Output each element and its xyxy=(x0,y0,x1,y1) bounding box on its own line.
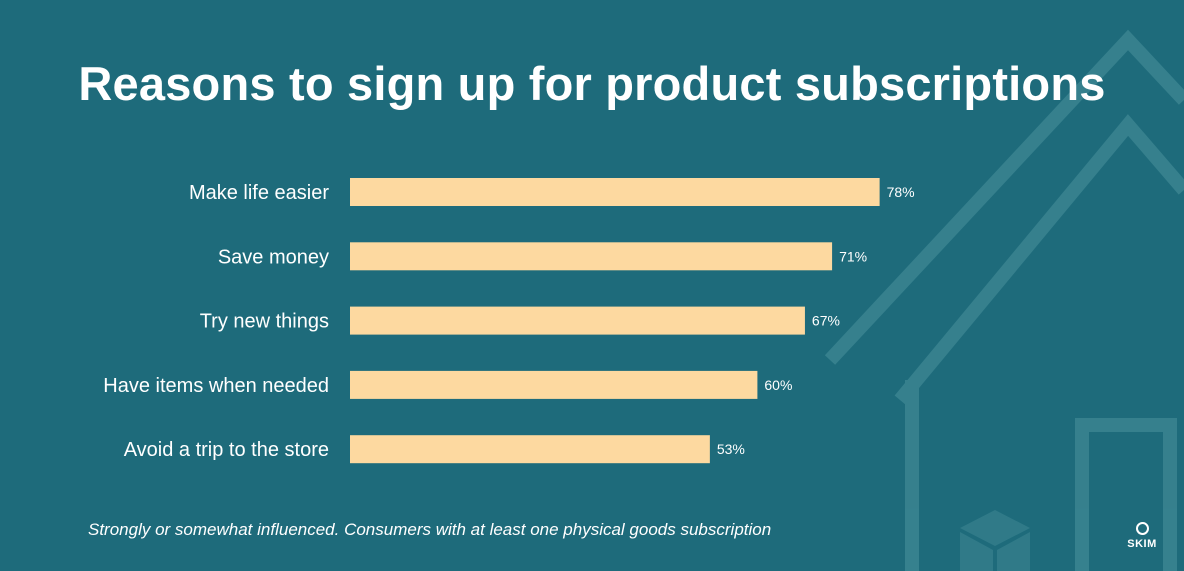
bar xyxy=(350,178,880,206)
box-icon xyxy=(960,510,1030,571)
logo-ring-icon xyxy=(1135,522,1149,535)
category-label: Try new things xyxy=(200,311,329,333)
value-label: 71% xyxy=(839,248,867,264)
category-label: Avoid a trip to the store xyxy=(124,439,329,461)
category-label: Have items when needed xyxy=(103,375,329,397)
logo-text: SKIM xyxy=(1127,538,1157,550)
bar xyxy=(350,306,805,335)
category-label: Save money xyxy=(218,246,329,268)
chart-title: Reasons to sign up for product subscript… xyxy=(78,57,1106,110)
bar xyxy=(350,370,758,399)
value-label: 67% xyxy=(812,313,840,329)
footnote: Strongly or somewhat influenced. Consume… xyxy=(88,520,772,539)
value-label: 60% xyxy=(764,377,792,393)
house-roof-outline xyxy=(824,29,1184,365)
bar xyxy=(350,242,833,271)
house-door-outline xyxy=(1075,418,1177,571)
bar xyxy=(350,435,710,464)
house-roof-inner xyxy=(894,114,1184,405)
category-label: Make life easier xyxy=(189,182,329,204)
skim-logo: SKIM xyxy=(1120,522,1164,550)
value-label: 53% xyxy=(717,441,745,457)
value-label: 78% xyxy=(887,184,915,200)
